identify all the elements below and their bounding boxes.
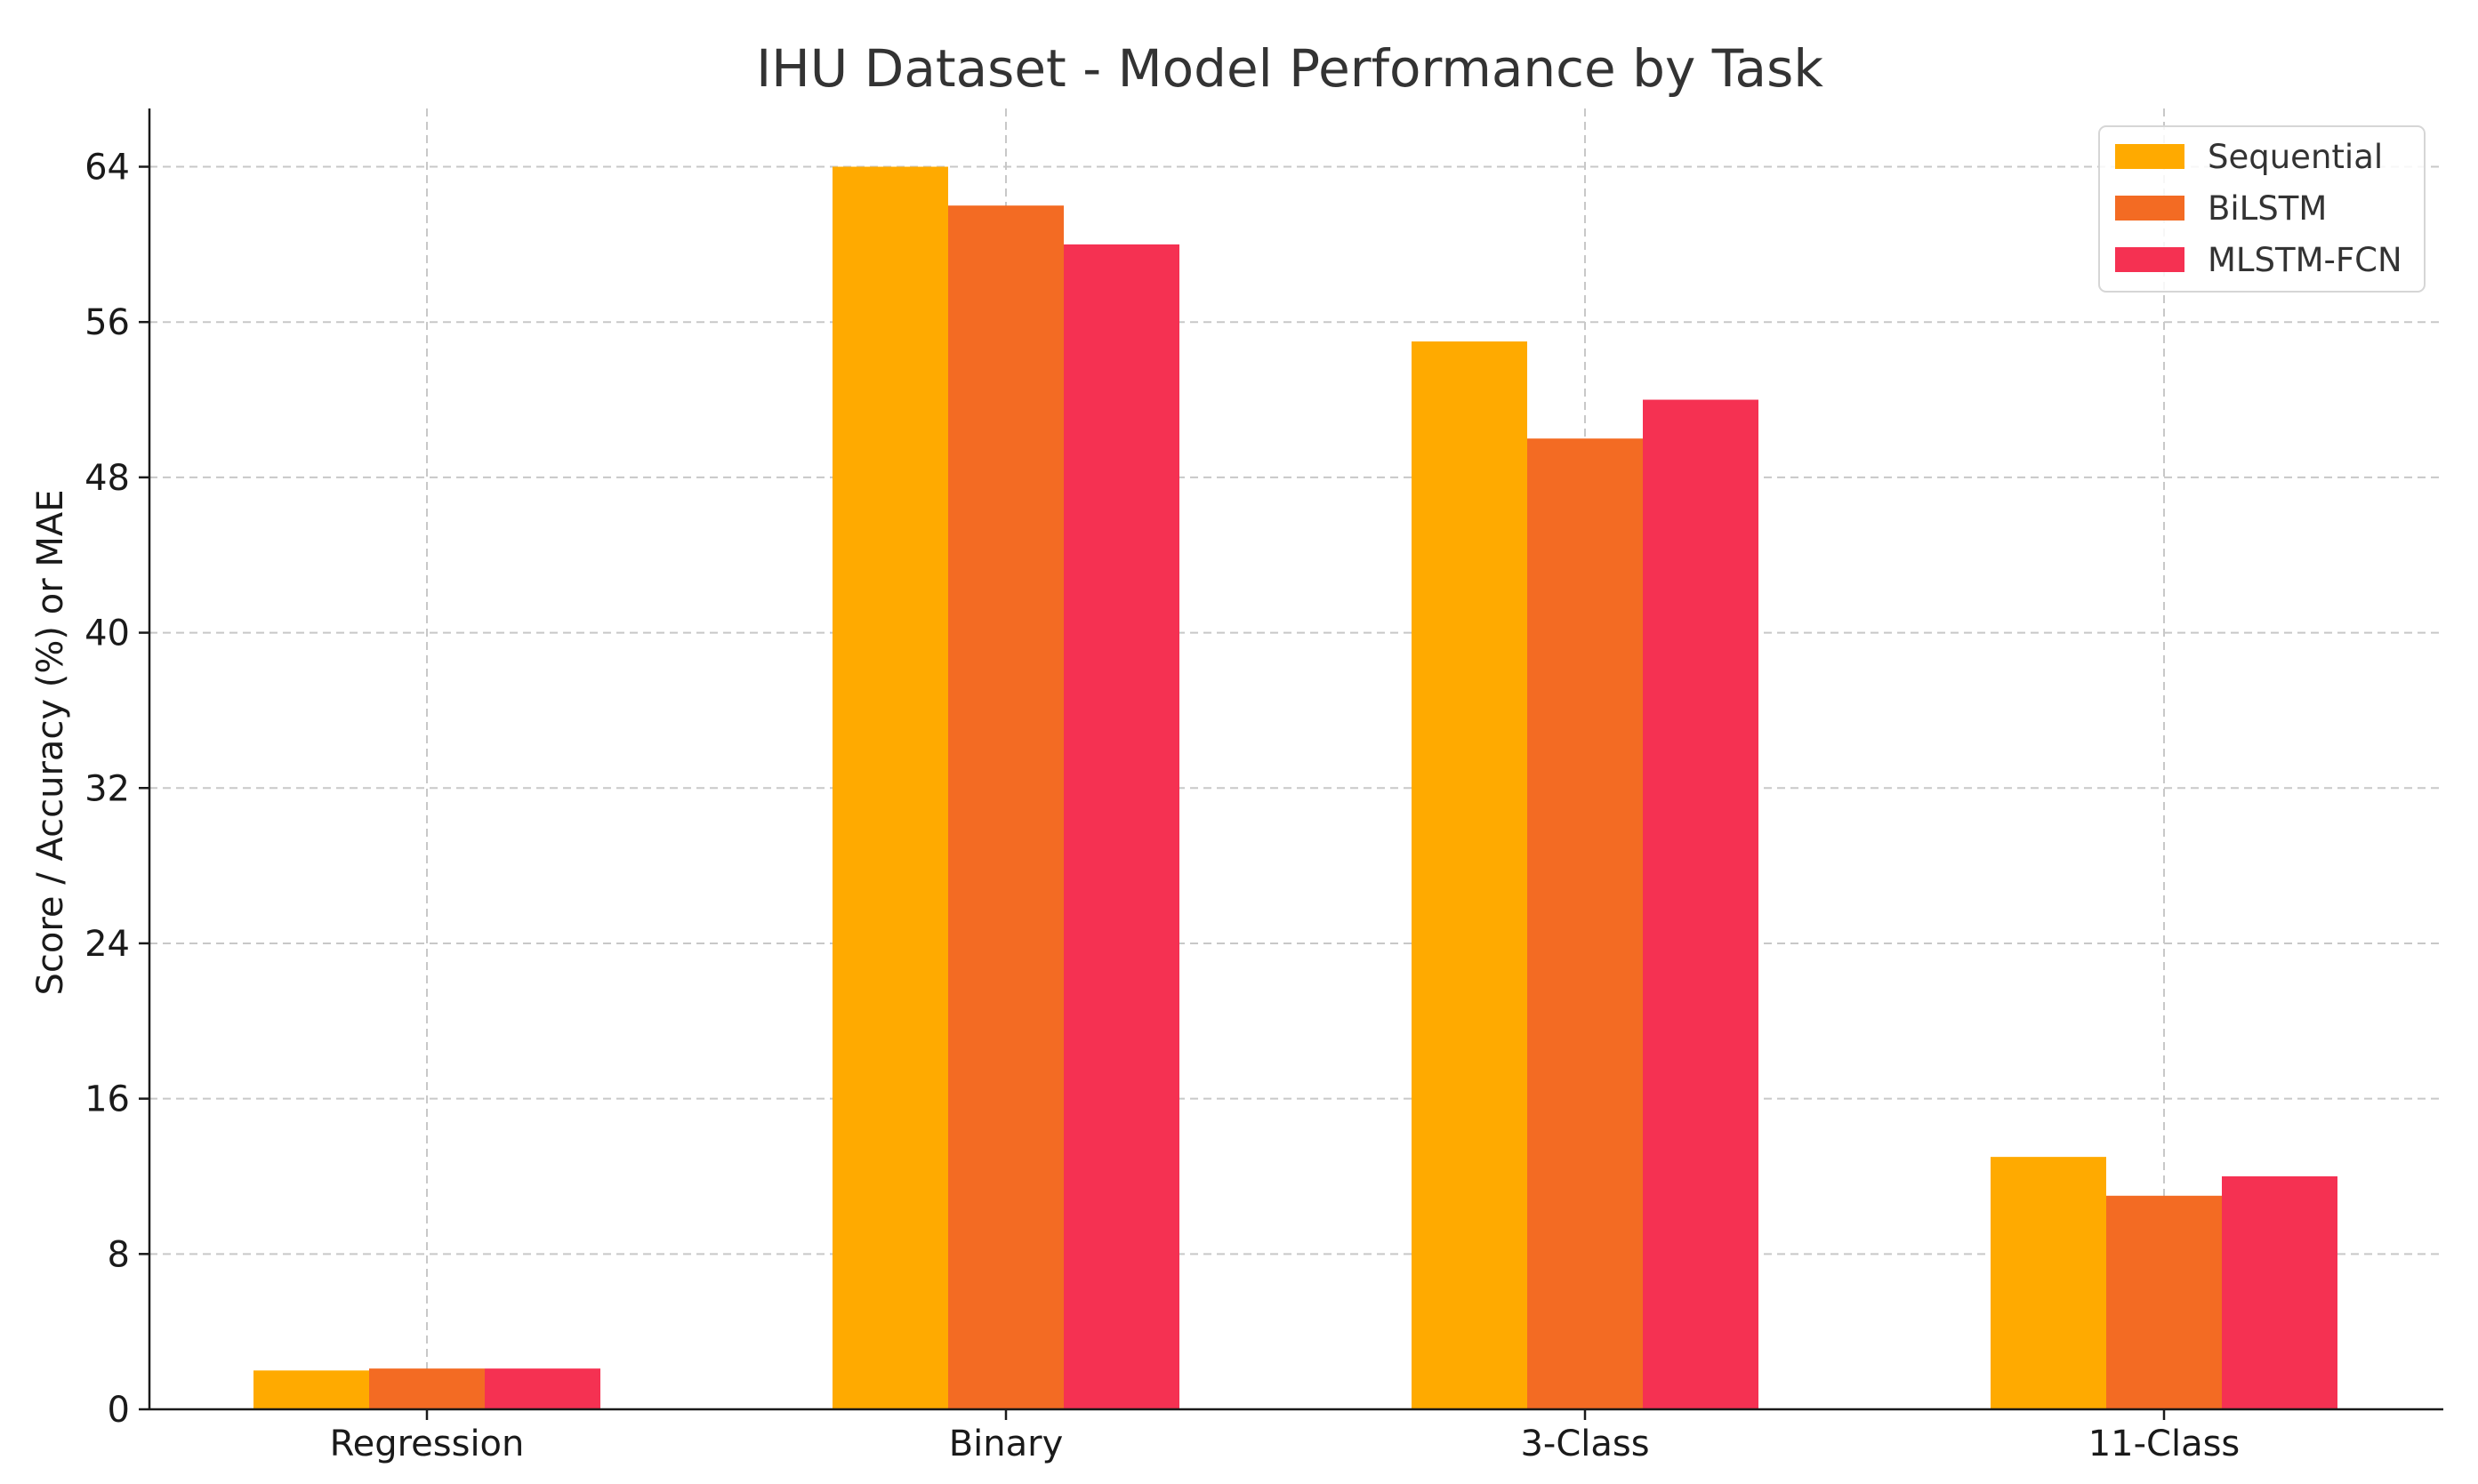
- x-tick-label: Binary: [949, 1424, 1064, 1464]
- y-tick-label: 64: [84, 148, 130, 189]
- legend-label: MLSTM-FCN: [2208, 241, 2402, 279]
- y-tick-label: 24: [84, 924, 130, 965]
- legend: Sequential BiLSTM MLSTM-FCN: [2098, 125, 2426, 293]
- legend-swatch: [2115, 196, 2184, 221]
- y-tick-label: 56: [84, 302, 130, 343]
- bar-sequential-regression: [253, 1370, 369, 1409]
- bar-mlstm-fcn-11-class: [2222, 1175, 2337, 1409]
- legend-swatch: [2115, 144, 2184, 169]
- x-tick-label: 3-Class: [1520, 1424, 1649, 1464]
- bar-sequential-binary: [833, 166, 948, 1410]
- y-tick-label: 0: [108, 1390, 130, 1431]
- axes: [148, 108, 2443, 1411]
- bar-bilstm-11-class: [2106, 1195, 2222, 1409]
- y-tick-label: 16: [84, 1079, 130, 1120]
- bar-mlstm-fcn-3-class: [1643, 399, 1758, 1409]
- bar-mlstm-fcn-binary: [1064, 244, 1179, 1410]
- tick-labels: 0 8 16 24 32 40 48 56 64 Regression Binary 3-Class 1…: [84, 148, 2240, 1464]
- y-axis-label: Score / Accuracy (%) or MAE: [30, 490, 71, 996]
- bar-sequential-3-class: [1412, 341, 1527, 1410]
- x-tick-label: Regression: [330, 1424, 525, 1464]
- chart-title: IHU Dataset - Model Performance by Task: [756, 38, 1823, 99]
- legend-label: Sequential: [2208, 138, 2383, 176]
- bar-bilstm-3-class: [1527, 438, 1643, 1409]
- legend-label: BiLSTM: [2208, 189, 2327, 228]
- bar-bilstm-binary: [948, 205, 1064, 1410]
- y-tick-label: 32: [84, 768, 130, 809]
- bar-mlstm-fcn-regression: [485, 1368, 600, 1409]
- legend-swatch: [2115, 247, 2184, 272]
- x-tick-label: 11-Class: [2088, 1424, 2241, 1464]
- y-tick-label: 48: [84, 458, 130, 499]
- y-tick-label: 8: [108, 1234, 130, 1275]
- bar-sequential-11-class: [1991, 1157, 2106, 1409]
- bars: [253, 166, 2337, 1410]
- y-tick-label: 40: [84, 614, 130, 654]
- bar-bilstm-regression: [369, 1368, 485, 1409]
